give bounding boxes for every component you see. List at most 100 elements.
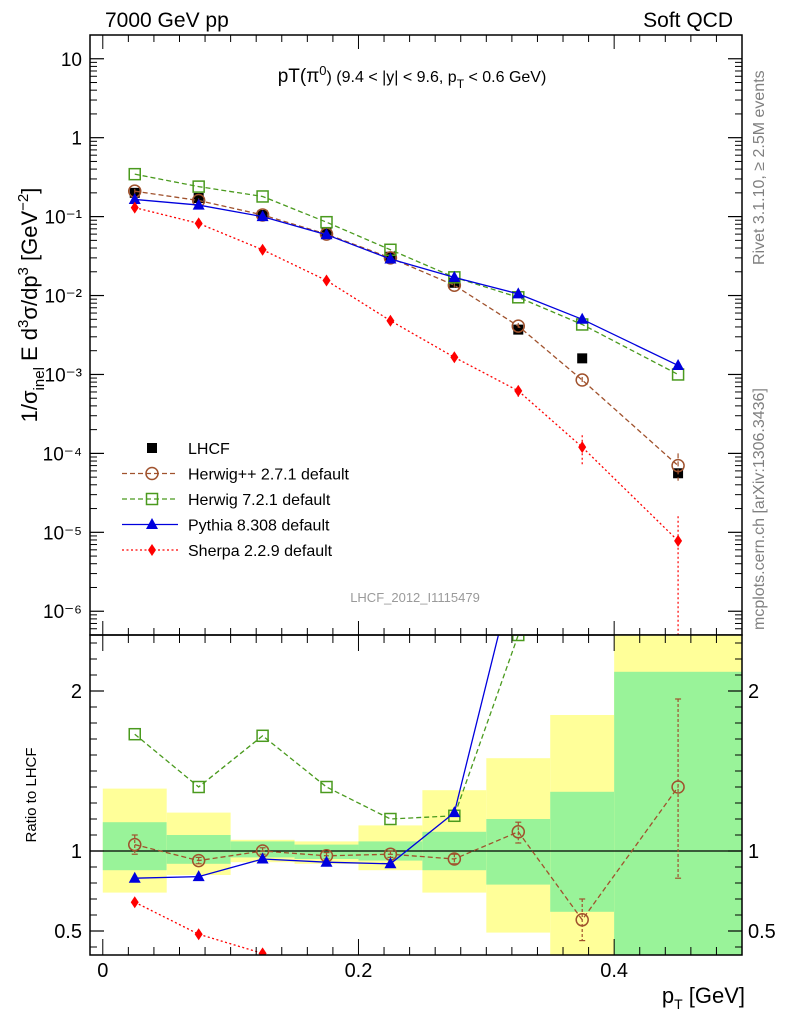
ratio-series-line (134, 901, 263, 955)
main-data-point (256, 210, 269, 222)
title-main: pT(π (278, 66, 320, 87)
ratio-data-point (192, 780, 205, 794)
xlabel-pre: p (662, 983, 674, 1008)
main-data-point (386, 314, 395, 327)
main-y-tick-label: 10⁻⁵ (43, 523, 82, 544)
ratio-data-point (448, 806, 461, 818)
title-sup: 0 (319, 63, 326, 78)
main-data-point (512, 287, 525, 299)
ratio-data-point (128, 871, 141, 883)
ratio-data-point (192, 870, 205, 882)
main-ylabel: 1/σinel E d3σ/dp3 [GeV−2] (15, 188, 48, 423)
main-data-point (448, 270, 461, 282)
ylabel-sup3: −2 (15, 194, 32, 211)
xlabel-post: [GeV] (683, 983, 745, 1008)
main-data-point (674, 534, 683, 547)
legend-label: Pythia 8.308 default (188, 518, 330, 535)
ratio-data-point (320, 855, 333, 867)
ylabel-end: ] (17, 188, 42, 194)
main-data-point (192, 180, 205, 193)
main-y-tick-label: 1 (71, 129, 82, 150)
main-series-line (134, 190, 679, 467)
legend-label: LHCF (188, 441, 230, 458)
ratio-data-point (256, 852, 269, 864)
main-series-line (134, 173, 679, 376)
ratio-data-point (384, 812, 397, 826)
main-y-tick-label: 10⁻³ (45, 365, 83, 386)
ratio-y-tick-label-right: 1 (748, 841, 759, 863)
title-sub: T (457, 77, 465, 91)
legend: LHCF Herwig++ 2.7.1 default Herwig 7.2.1 d… (122, 441, 350, 560)
main-data-point (514, 384, 523, 397)
ratio-y-tick-label: 0.5 (54, 921, 82, 943)
ratio-y-tick-label: 1 (71, 841, 82, 863)
main-data-point (128, 192, 141, 204)
ratio-data-point (127, 837, 142, 852)
ylabel-sup2: 3 (15, 267, 32, 275)
main-data-point (450, 351, 459, 364)
ratio-series-line (134, 786, 679, 921)
ratio-y-tick-label-right: 2 (748, 681, 759, 703)
ratio-data-point (671, 780, 685, 794)
rivet-label: Rivet 3.1.10, ≥ 2.5M events (751, 70, 768, 265)
ratio-ylabel: Ratio to LHCF (23, 747, 40, 842)
ratio-data-point (128, 727, 141, 741)
x-tick-label: 0.4 (600, 960, 628, 982)
xlabel-sub: T (674, 996, 683, 1012)
main-data-point (672, 358, 685, 370)
main-data-point (192, 198, 205, 210)
ylabel-mid: E d (17, 328, 42, 367)
ylabel-sub: inel (31, 367, 48, 390)
ylabel-mid3: [GeV (17, 211, 42, 268)
mcplots-label: mcplots.cern.ch [arXiv:1306.3436] (751, 388, 768, 630)
plot-title: pT(π0) (9.4 < |y| < 9.6, pT < 0.6 GeV) (278, 63, 547, 91)
ratio-y-tick-label-right: 0.5 (748, 921, 776, 943)
main-data-point (320, 215, 333, 229)
main-panel: 10⁻⁶ 10⁻⁵ 10⁻⁴ 10⁻³ 10⁻² 10⁻¹ 1 10 (43, 34, 743, 636)
main-y-tick-label: 10⁻¹ (45, 208, 83, 229)
main-data-point (258, 243, 267, 256)
ylabel-mid2: σ/dp (17, 275, 42, 319)
ratio-data-point (384, 857, 397, 869)
main-data-point (384, 252, 397, 264)
ratio-data-point (191, 853, 206, 868)
main-y-tick-label: 10 (61, 50, 82, 71)
legend-marker (146, 518, 158, 529)
main-data-point (322, 274, 331, 287)
main-data-point (575, 373, 589, 387)
main-data-point (320, 228, 333, 240)
main-data-point (511, 319, 526, 333)
ratio-data-point (130, 896, 139, 909)
ratio-y-tick-label: 2 (71, 681, 82, 703)
ylabel-pre: 1/σ (17, 390, 42, 422)
legend-marker (145, 466, 159, 481)
title-rest: ) (9.4 < |y| < 9.6, p (327, 69, 457, 86)
title-tail: < 0.6 GeV) (464, 69, 546, 86)
main-y-tick-label: 10⁻² (45, 287, 83, 308)
ratio-data-point (447, 852, 462, 866)
main-data-point (513, 324, 524, 335)
main-data-point (576, 312, 589, 324)
legend-label: Herwig++ 2.7.1 default (188, 467, 350, 484)
main-y-tick-label: 10⁻⁴ (43, 444, 82, 465)
legend-marker (148, 544, 156, 556)
analysis-watermark: LHCF_2012_I1115479 (350, 590, 480, 605)
ratio-data-point (258, 947, 267, 955)
ratio-series-line (134, 635, 519, 820)
main-data-point (578, 441, 587, 454)
energy-label: 7000 GeV pp (105, 9, 229, 32)
main-data-point (577, 353, 588, 364)
main-data-point (194, 217, 203, 230)
ratio-data-point (512, 549, 524, 560)
main-data-point (130, 201, 139, 214)
main-data-point (193, 193, 204, 204)
ratio-frame (89, 634, 743, 956)
legend-label: Herwig 7.2.1 default (188, 492, 331, 509)
ratio-data-point (512, 635, 525, 642)
ratio-data-point (575, 913, 589, 927)
ratio-data-point (511, 825, 526, 839)
ratio-panel: 0.5 0.5 1 1 2 2 0 0.2 0.4 (54, 549, 776, 982)
main-data-point (671, 368, 685, 381)
process-label: Soft QCD (643, 9, 733, 32)
